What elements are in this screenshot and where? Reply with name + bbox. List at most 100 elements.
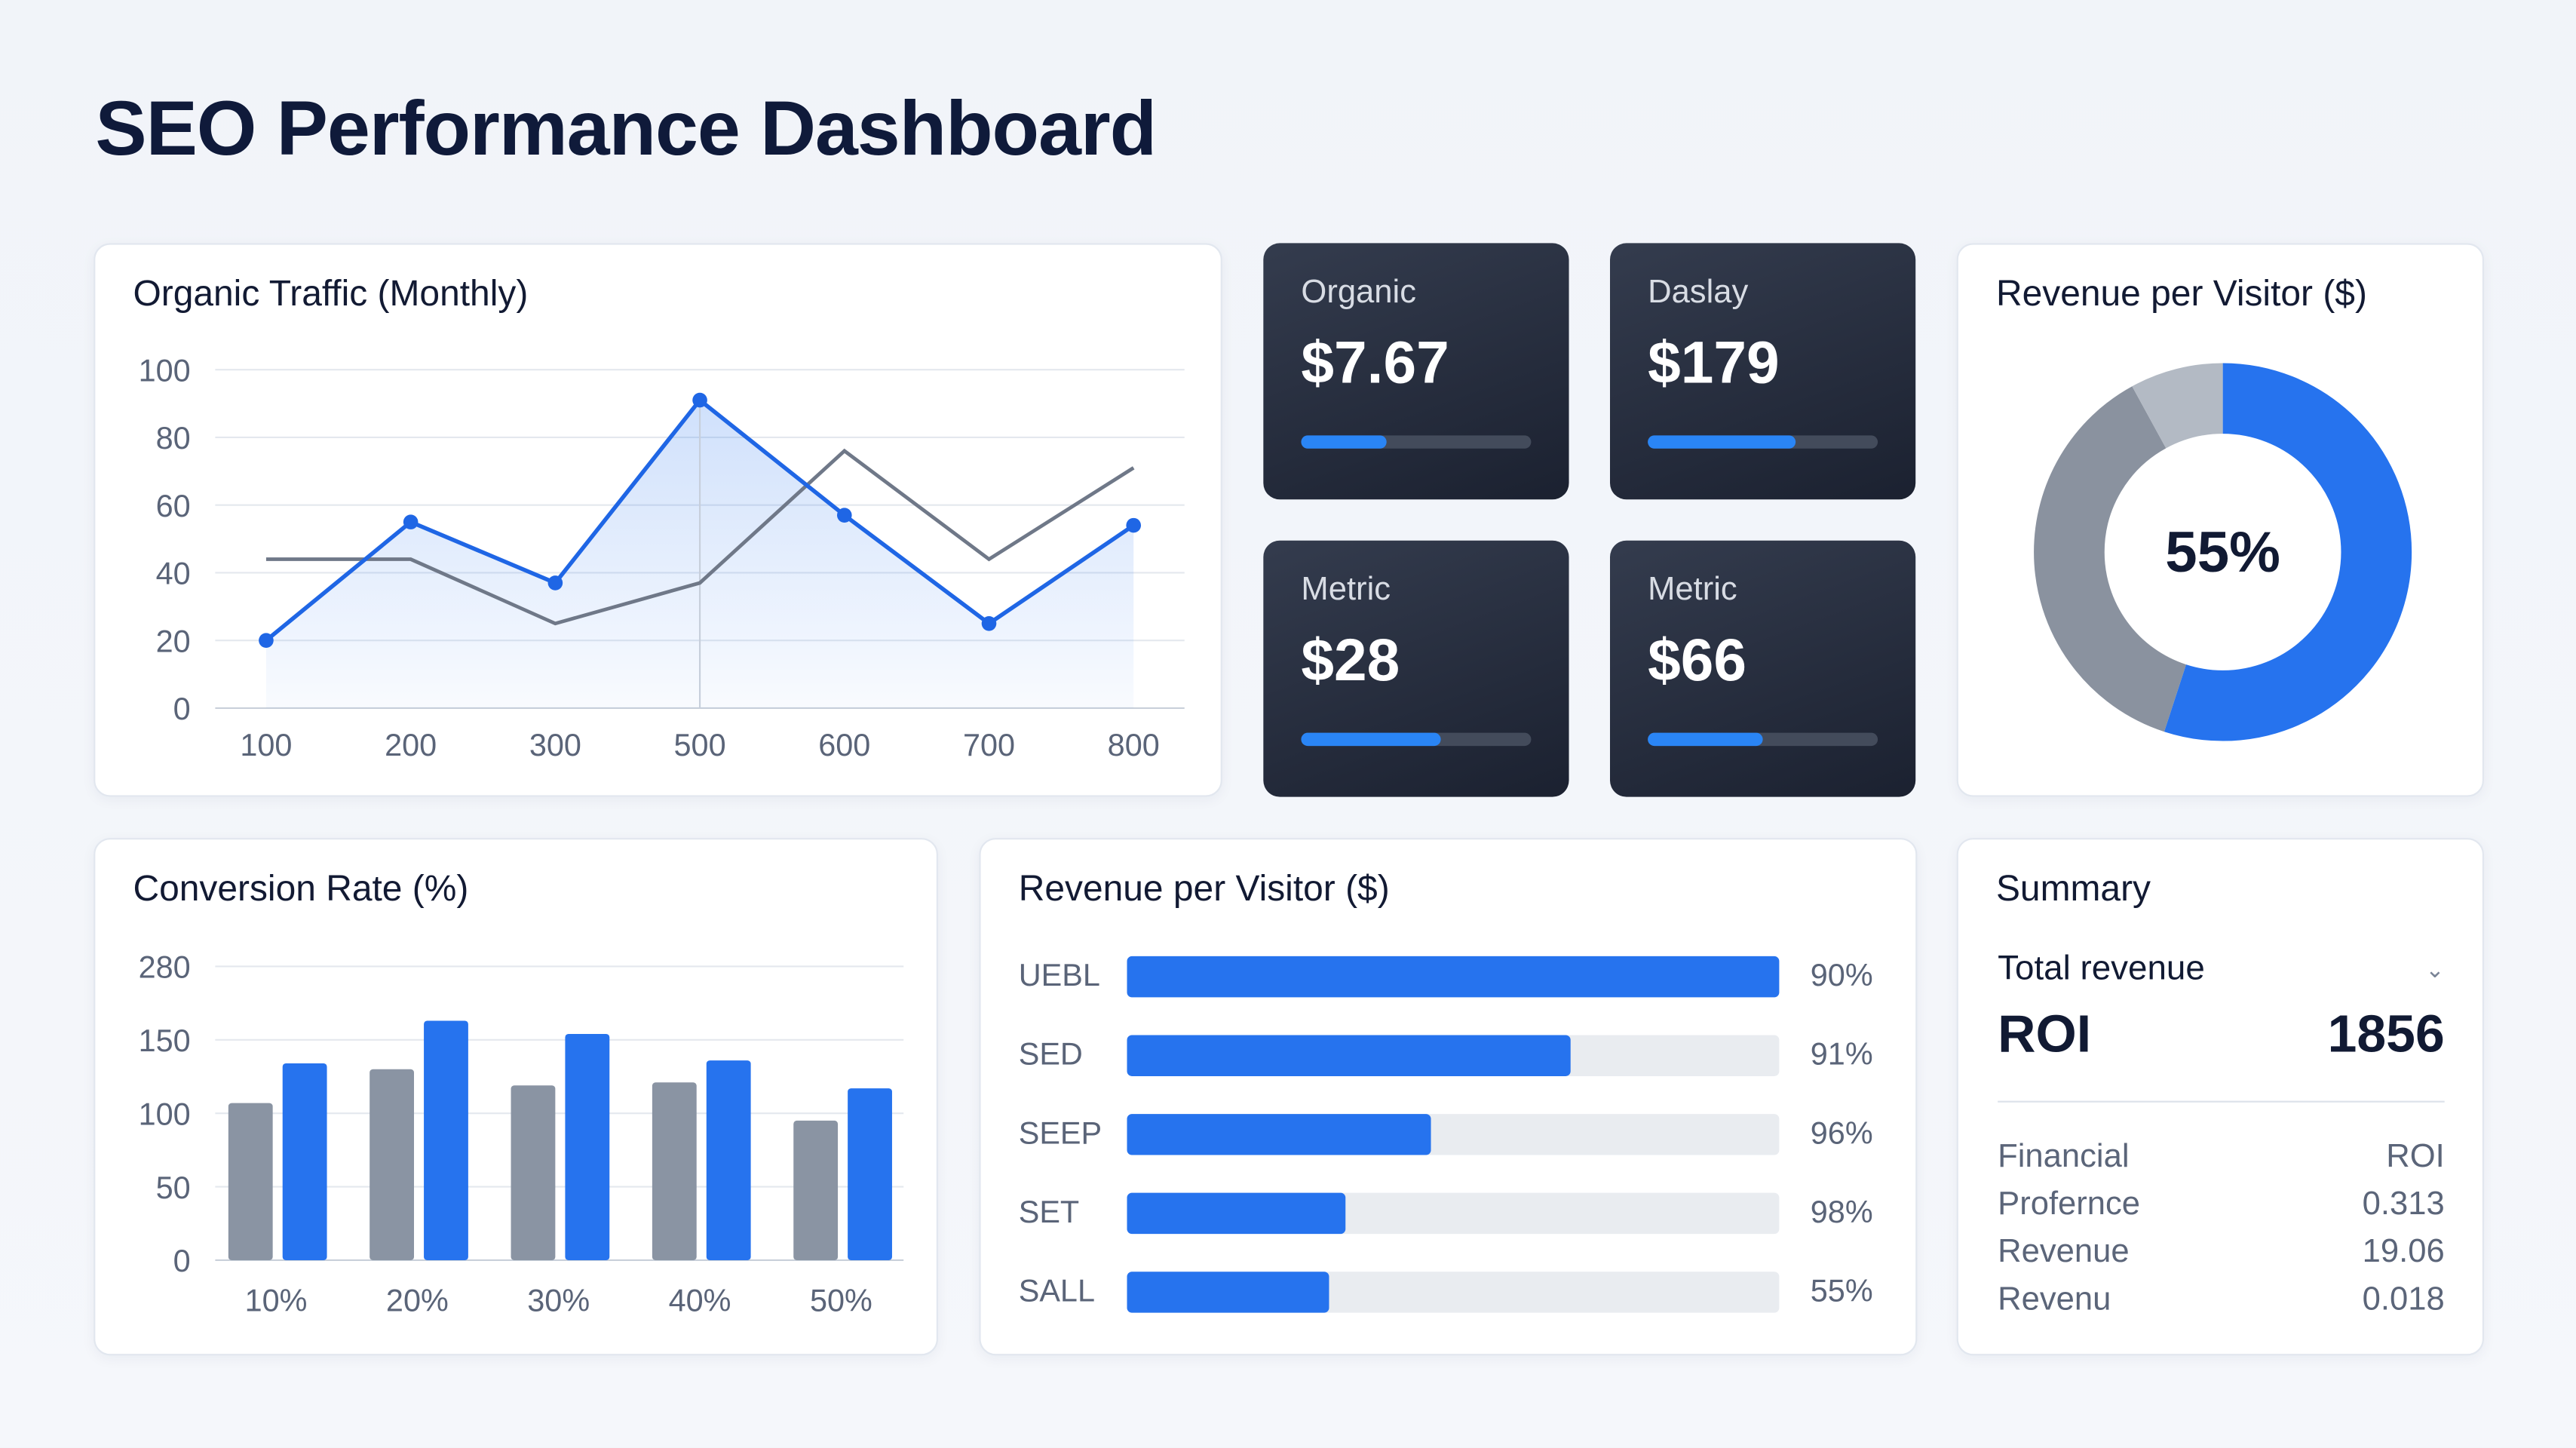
x-tick-label: 40% [669, 1283, 731, 1318]
kpi-progress-fill [1648, 435, 1796, 449]
chevron-down-icon: ⌄ [2425, 956, 2445, 983]
kpi-card[interactable]: Daslay $179 [1609, 243, 1916, 500]
x-tick-label: 10% [245, 1283, 308, 1318]
hbar-fill [1127, 1272, 1329, 1313]
kpi-value: $179 [1648, 328, 1780, 397]
y-tick-label: 150 [139, 1023, 191, 1058]
y-tick-label: 40 [156, 557, 191, 591]
kpi-value: $66 [1648, 626, 1746, 694]
x-tick-label: 500 [674, 728, 726, 762]
bar [848, 1088, 892, 1260]
hbar-row: SEEP 96% [1019, 1114, 1881, 1157]
series-line [265, 448, 1135, 626]
hbar-label: SEEP [1018, 1117, 1102, 1152]
y-tick-label: 20 [156, 624, 191, 658]
page-title: SEO Performance Dashboard [95, 84, 1157, 171]
x-tick-label: 700 [963, 728, 1015, 762]
row-value: 0.313 [2362, 1186, 2445, 1223]
headline: ROI 1856 [1998, 1004, 2445, 1065]
hbar-track [1127, 1114, 1780, 1155]
card-title: Revenue per Visitor ($) [1018, 867, 1390, 909]
x-tick-label: 30% [527, 1283, 590, 1318]
hbar-track [1127, 1035, 1780, 1076]
x-tick-label: 600 [818, 728, 870, 762]
hbar-label: SED [1018, 1038, 1083, 1073]
hbar-value: 55% [1810, 1275, 1873, 1310]
y-tick-label: 0 [173, 692, 191, 726]
headline-label: ROI [1998, 1004, 2092, 1063]
hbar-fill [1127, 1192, 1346, 1235]
kpi-progress-fill [1301, 732, 1442, 747]
x-tick-label: 800 [1108, 728, 1160, 762]
y-tick-label: 0 [173, 1244, 191, 1278]
hbar-fill [1127, 1114, 1431, 1155]
kpi-progress [1301, 435, 1532, 449]
bar [565, 1034, 610, 1260]
kpi-label: Organic [1301, 274, 1416, 311]
x-tick-label: 50% [810, 1283, 872, 1318]
row-key: Revenue [1998, 1234, 2130, 1271]
hbar-track [1127, 956, 1780, 998]
summary-row: Revenu 0.018 [1998, 1281, 2445, 1319]
kpi-value: $28 [1301, 626, 1400, 694]
y-tick-label: 280 [139, 950, 191, 985]
data-point [981, 615, 997, 631]
hbar-track [1127, 1272, 1780, 1313]
line-chart: 0 20 40 60 80 100 100 200 300 500 600 700 800 [139, 353, 1185, 762]
hbar-label: UEBL [1018, 959, 1100, 995]
revenue-bars-card: Revenue per Visitor ($) UEBL 90% SED 91% SEE… [979, 838, 1918, 1356]
y-tick-label: 80 [156, 421, 191, 456]
card-title: Organic Traffic (Monthly) [133, 272, 529, 314]
organic-traffic-card: Organic Traffic (Monthly) 0 20 40 60 80 100 10… [94, 243, 1222, 797]
row-key: Profernce [1998, 1186, 2141, 1223]
bar [511, 1085, 556, 1260]
hbar-row: SET 98% [1019, 1192, 1881, 1236]
data-point [403, 514, 419, 529]
hbar-row: SALL 55% [1019, 1272, 1881, 1315]
bar [370, 1069, 414, 1260]
row-value: 19.06 [2362, 1234, 2445, 1271]
x-tick-label: 20% [386, 1283, 449, 1318]
kpi-label: Metric [1301, 572, 1391, 609]
data-point [259, 633, 274, 649]
hbar-value: 96% [1810, 1117, 1873, 1152]
x-tick-label: 300 [529, 728, 581, 762]
data-point [1126, 517, 1142, 533]
kpi-value: $7.67 [1301, 328, 1449, 397]
kpi-progress [1648, 732, 1878, 747]
kpi-progress-fill [1301, 435, 1387, 449]
donut-slice [2034, 363, 2412, 741]
dropdown-label: Total revenue [1998, 949, 2205, 988]
data-point [692, 392, 707, 408]
kpi-card[interactable]: Organic $7.67 [1263, 243, 1569, 500]
conversion-card: Conversion Rate (%) 0 50 100 150 280 10% 20% 30… [94, 838, 938, 1356]
hbar-fill [1127, 956, 1780, 998]
summary-row: Financial ROI [1998, 1139, 2445, 1176]
hbar-label: SALL [1018, 1275, 1095, 1310]
hbar-fill [1127, 1035, 1571, 1076]
kpi-progress-fill [1648, 732, 1763, 747]
x-tick-label: 100 [240, 728, 292, 762]
row-key: Revenu [1998, 1281, 2111, 1318]
bar [424, 1020, 468, 1260]
card-title: Summary [1995, 867, 2151, 909]
donut-chart: 55% [2034, 363, 2412, 741]
bar [652, 1082, 697, 1260]
donut-center-label: 55% [2165, 520, 2280, 584]
hbar-track [1127, 1192, 1780, 1235]
bar-chart: 0 50 100 150 280 10% 20% 30% 40% 50% [139, 950, 904, 1318]
summary-dropdown[interactable]: Total revenue ⌄ [1998, 949, 2445, 989]
row-value: ROI [2386, 1138, 2445, 1175]
summary-row: Profernce 0.313 [1998, 1186, 2445, 1224]
donut-slice [2034, 363, 2412, 741]
kpi-card[interactable]: Metric $28 [1263, 540, 1569, 797]
hbar-value: 98% [1810, 1195, 1873, 1231]
summary-row: Revenue 19.06 [1998, 1234, 2445, 1272]
hbar-value: 90% [1810, 959, 1873, 995]
donut-card: Revenue per Visitor ($) 55% [1956, 243, 2484, 797]
kpi-card[interactable]: Metric $66 [1609, 540, 1916, 797]
divider [1998, 1100, 2445, 1103]
bar [228, 1103, 273, 1260]
bar [793, 1120, 839, 1260]
hbar-row: SED 91% [1019, 1035, 1881, 1078]
